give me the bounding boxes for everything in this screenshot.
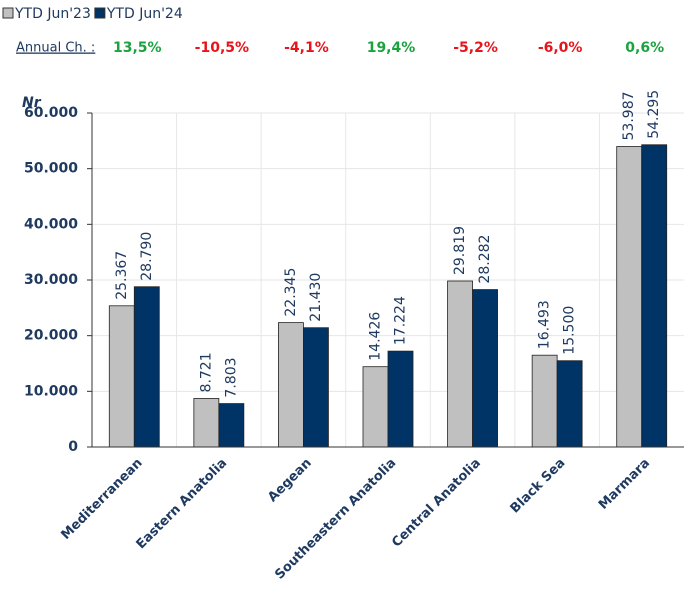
bar xyxy=(303,327,329,448)
bar xyxy=(531,354,558,448)
annual-change: 13,5% xyxy=(113,40,162,56)
bar xyxy=(108,305,135,448)
y-axis-label: Nr xyxy=(22,95,42,111)
value-label: 17.224 xyxy=(393,296,409,345)
legend-label: YTD Jun'24 xyxy=(106,6,183,22)
y-tick-label: 40.000 xyxy=(24,216,78,232)
annual-change: 0,6% xyxy=(625,40,664,56)
y-tick-label: 10.000 xyxy=(24,383,78,399)
annual-change: -4,1% xyxy=(284,40,329,56)
bar xyxy=(472,289,498,448)
value-label: 16.493 xyxy=(537,300,553,349)
bar xyxy=(387,350,414,448)
bar xyxy=(362,366,389,448)
annual-change: 19,4% xyxy=(367,40,416,56)
x-tick-label: Central Anatolia xyxy=(389,456,484,551)
bar xyxy=(447,280,473,448)
x-tick-label: Black Sea xyxy=(508,456,569,517)
y-tick-label: 30.000 xyxy=(24,272,78,288)
annual-change: -10,5% xyxy=(195,40,249,56)
value-label: 54.295 xyxy=(646,90,662,139)
x-tick-label: Mediterranean xyxy=(58,456,145,543)
legend-label: YTD Jun'23 xyxy=(14,6,91,22)
y-tick-label: 20.000 xyxy=(24,328,78,344)
annual-change: -6,0% xyxy=(538,40,583,56)
value-label: 22.345 xyxy=(283,268,299,317)
annual-change: -5,2% xyxy=(453,40,498,56)
bar xyxy=(218,403,245,448)
value-label: 28.282 xyxy=(477,235,493,284)
legend-swatch xyxy=(2,7,14,19)
value-label: 25.367 xyxy=(114,251,130,300)
value-label: 29.819 xyxy=(452,226,468,275)
x-tick-label: Eastern Anatolia xyxy=(134,456,231,553)
y-tick-label: 50.000 xyxy=(24,161,78,177)
bar xyxy=(193,398,220,448)
value-label: 14.426 xyxy=(368,312,384,361)
value-label: 8.721 xyxy=(198,352,214,392)
bar xyxy=(556,360,583,448)
bar xyxy=(616,146,643,448)
value-label: 15.500 xyxy=(562,306,578,355)
x-tick-label: Aegean xyxy=(265,456,315,506)
value-label: 53.987 xyxy=(621,91,637,140)
x-tick-label: Marmara xyxy=(596,456,653,513)
bar xyxy=(641,144,668,448)
legend-swatch xyxy=(94,7,106,19)
y-tick-label: 0 xyxy=(68,439,78,455)
value-label: 21.430 xyxy=(308,273,324,322)
bar xyxy=(278,322,304,448)
bar xyxy=(133,286,160,448)
value-label: 7.803 xyxy=(223,357,239,397)
annual-change-label: Annual Ch. : xyxy=(16,41,95,56)
y-tick-label: 60.000 xyxy=(24,105,78,121)
value-label: 28.790 xyxy=(139,232,155,281)
